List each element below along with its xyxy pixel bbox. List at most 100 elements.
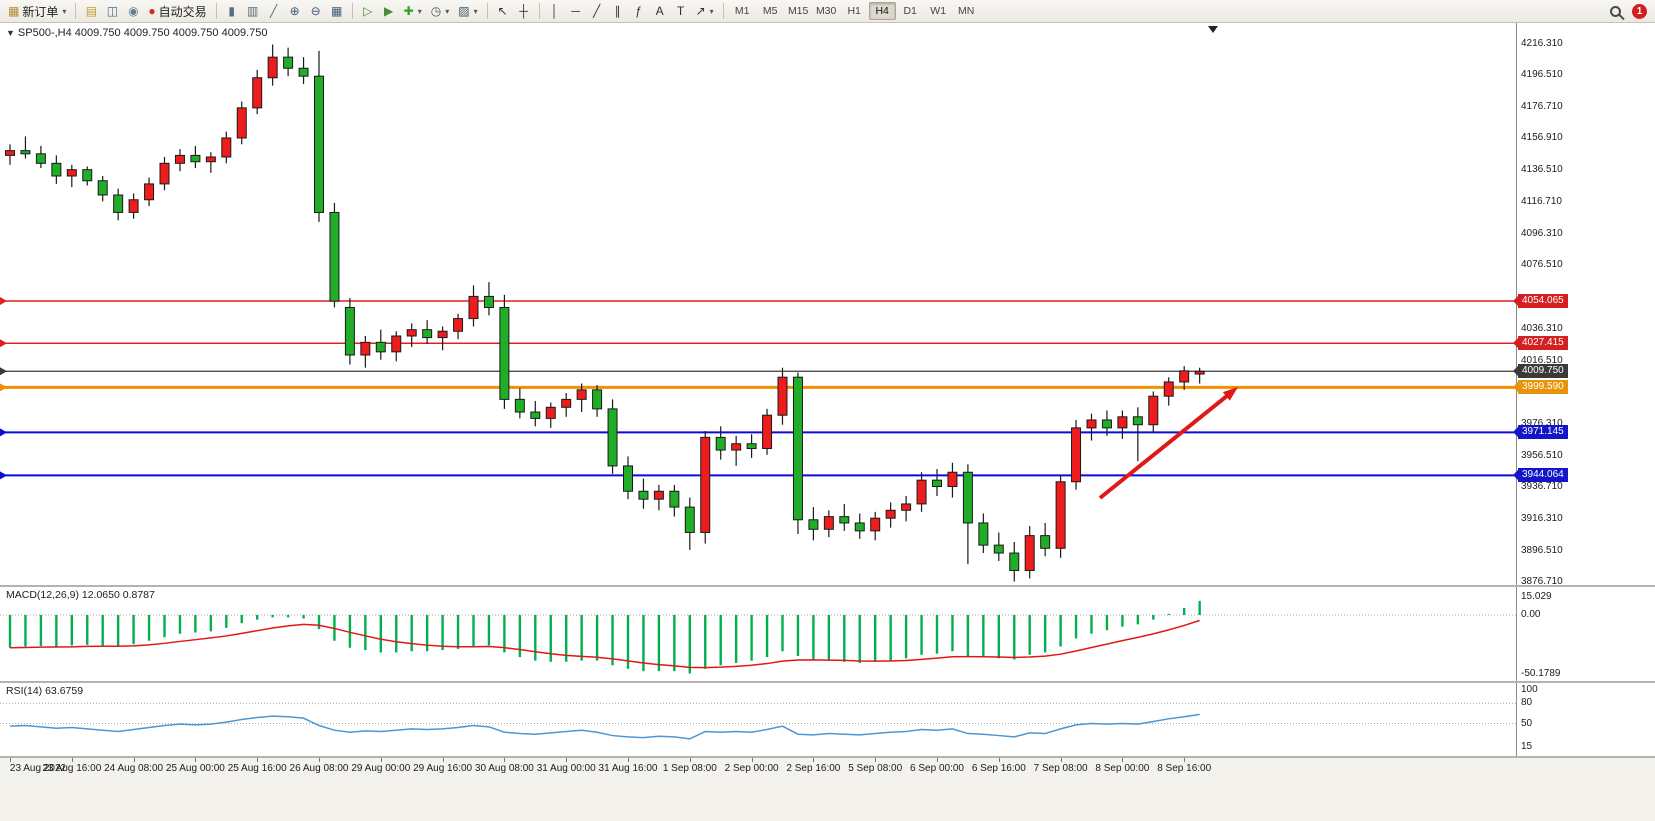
chevron-down-icon[interactable]: ▼ [6,28,15,38]
time-tick-label: 23 Aug 16:00 [42,763,102,774]
rsi-panel[interactable] [0,684,1516,756]
macd-panel[interactable] [0,587,1516,681]
price-tick-label: 4096.310 [1521,228,1563,240]
timeframe-button-w1[interactable]: W1 [930,5,947,17]
price-tick-label: 4196.510 [1521,69,1563,81]
timeframe-button-mn[interactable]: MN [957,5,975,17]
price-tick-label: 4156.910 [1521,132,1563,144]
price-line-badge: 3944.064 [1513,468,1568,483]
timeframe-button-m30[interactable]: M30 [815,5,837,17]
time-tick-label: 6 Sep 00:00 [910,763,964,774]
bar-chart-button[interactable]: ▮ [222,2,242,21]
horizontal-line-icon: ─ [571,4,580,18]
trend-arrow-head [1222,387,1238,401]
timeframe-button-m1[interactable]: M1 [734,5,750,17]
auto-scroll-button[interactable]: ▷ [358,2,378,21]
vertical-line-button[interactable]: │ [545,2,565,21]
panel-splitter[interactable] [0,585,1655,587]
chevron-down-icon: ▾ [709,6,714,16]
macd-scale-label: -50.1789 [1521,667,1561,679]
arrows-icon: ↗ [695,4,706,18]
charts-profile-icon: ▤ [85,4,98,18]
chart-shift-button[interactable]: ▶ [379,2,399,21]
price-tick-label: 3976.310 [1521,418,1563,430]
time-tick-label: 1 Sep 08:00 [662,763,717,774]
timeframe-button-m15[interactable]: M15 [787,5,809,17]
toolbar-separator [722,3,724,19]
web-terminal-button[interactable]: ◉ [123,2,143,21]
macd-scale-label: 15.029 [1521,591,1552,603]
arrows-button[interactable]: ↗ ▾ [692,2,718,21]
price-line-badge: 3971.145 [1513,425,1568,440]
candlesticks [5,44,1205,582]
cursor-button[interactable]: ↖ [493,2,513,21]
timeframe-button-h1[interactable]: H1 [847,5,861,17]
cursor-icon: ↖ [497,4,508,18]
macd-histogram [8,600,1201,674]
macd-scale-label: 0.00 [1521,609,1541,620]
crosshair-button[interactable]: ┼ [514,2,534,21]
toolbar-separator [75,3,77,19]
chevron-down-icon: ▾ [445,6,450,16]
charts-profile-button[interactable]: ▤ [81,2,101,21]
time-tick-mark [442,758,444,762]
tile-windows-button[interactable]: ▦ [327,2,347,21]
line-chart-icon: ╱ [270,4,278,18]
price-tick-label: 4016.510 [1521,354,1563,366]
time-tick-mark [875,758,877,762]
zoom-out-button[interactable]: ⊖ [306,2,326,21]
fibonacci-button[interactable]: ƒ [629,2,649,21]
price-line-badge: 4027.415 [1513,336,1568,351]
time-tick-mark [1060,758,1062,762]
trend-arrow[interactable] [1098,390,1234,500]
horizontal-line-button[interactable]: ─ [566,2,586,21]
periods-button[interactable]: ◷ ▾ [427,2,454,21]
candlestick-chart-button[interactable]: ▥ [243,2,263,21]
search-icon[interactable] [1610,5,1621,17]
equidistant-channel-icon: ∥ [614,4,621,18]
time-tick-mark [937,758,938,762]
time-tick-label: 25 Aug 00:00 [165,763,225,774]
price-chart[interactable] [0,23,1516,585]
timeframe-button-d1[interactable]: D1 [903,5,917,17]
auto-trading-button: ● [148,4,156,18]
rsi-scale-label: 80 [1521,697,1533,709]
time-tick-mark [380,758,382,762]
chart-shift-icon: ▶ [384,4,394,18]
candlestick-chart-icon: ▥ [246,4,259,18]
price-tick-label: 4036.310 [1521,323,1563,335]
timeframe-button-h4[interactable]: H4 [868,2,896,20]
web-terminal-icon: ◉ [128,4,139,18]
time-axis[interactable] [0,758,1655,821]
price-line-badge: 4054.065 [1513,294,1568,309]
time-tick-label: 29 Aug 00:00 [351,763,411,774]
time-tick-label: 8 Sep 00:00 [1095,763,1150,774]
hline-left-marker [0,428,7,437]
time-tick-label: 7 Sep 08:00 [1033,763,1088,774]
trendline-button[interactable]: ╱ [587,2,607,21]
equidistant-channel-button[interactable]: ∥ [608,2,628,21]
time-tick-label: 2 Sep 00:00 [724,763,779,774]
hline-left-marker [0,367,7,376]
text-label-button[interactable]: T [671,2,691,21]
time-tick-mark [257,758,259,762]
trendline-icon: ╱ [592,4,601,18]
panel-splitter[interactable] [0,681,1655,683]
auto-trading-button[interactable]: ● 自动交易 [144,2,210,21]
new-order-button[interactable]: ▦ 新订单 ▾ [4,2,70,21]
templates-button[interactable]: ▨ ▾ [454,2,481,21]
zoom-in-button[interactable]: ⊕ [285,2,305,21]
toolbar: ▦ 新订单 ▾ ▤ ◫ ◉ ● 自动交易 ▮ ▥ ╱ ⊕ ⊖ ▦ ▷ ▶ ✚ ▾ ◷ ▾ ▨ ▾ ↖ ┼ │ ─ ╱ ∥ ƒ A T ↗ ▾ M1… [0,0,1655,23]
price-tick-label: 4076.510 [1521,259,1563,271]
time-tick-label: 24 Aug 08:00 [104,763,164,774]
text-button[interactable]: A [650,2,670,21]
zoom-in-icon: ⊕ [289,4,300,18]
time-tick-label: 29 Aug 16:00 [413,763,473,774]
timeframe-button-m5[interactable]: M5 [762,5,778,17]
notification-badge[interactable]: 1 [1632,3,1647,19]
time-tick-mark [689,758,691,762]
indicators-button[interactable]: ✚ ▾ [400,2,426,21]
market-watch-button[interactable]: ◫ [102,2,122,21]
periods-icon: ◷ [430,4,442,18]
line-chart-button[interactable]: ╱ [264,2,284,21]
